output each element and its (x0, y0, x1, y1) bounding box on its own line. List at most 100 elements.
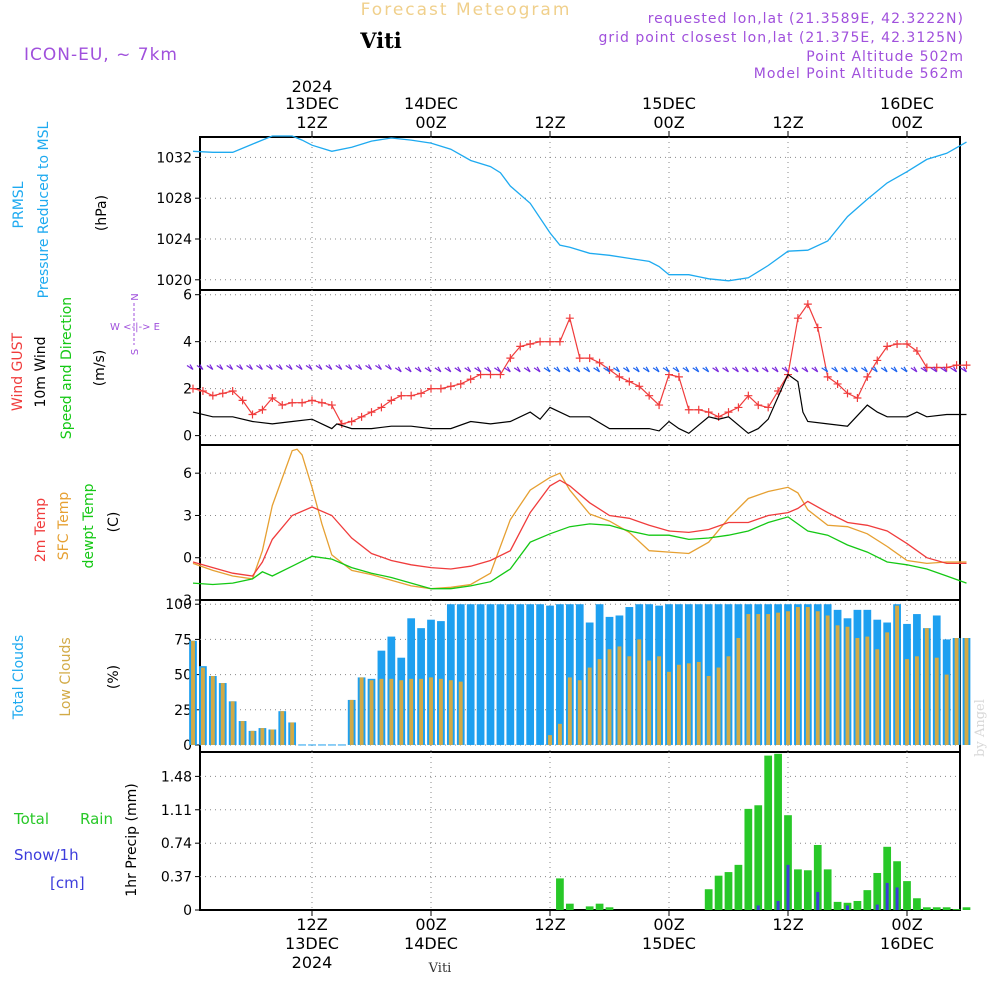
low-cloud-bar (429, 677, 433, 745)
total-cloud-bar (486, 604, 495, 745)
gust-marker (863, 372, 872, 381)
temp-label-dewpt: dewpt Temp (81, 483, 97, 568)
gust-marker (575, 354, 584, 363)
low-cloud-bar (835, 625, 840, 745)
gust-marker (833, 379, 842, 388)
rain-bar (893, 861, 901, 910)
wind-direction-arrow (712, 366, 720, 373)
rain-bar (585, 906, 594, 910)
wind-direction-arrow (900, 366, 908, 373)
low-cloud-bar (597, 659, 602, 745)
y-tick-label: 1032 (156, 150, 192, 166)
gust-marker (516, 342, 525, 351)
gust-marker (446, 382, 455, 391)
rain-bar (853, 900, 862, 910)
wind-direction-arrow (880, 366, 888, 373)
low-cloud-bar (448, 680, 453, 745)
low-cloud-bar (627, 656, 632, 745)
wind-direction-arrow (791, 366, 799, 373)
wind-label-gust: Wind GUST (10, 332, 26, 411)
gust-marker (903, 340, 911, 349)
low-cloud-bar (746, 614, 751, 745)
top-tick-label: 2024 (292, 77, 333, 96)
low-cloud-bar (191, 640, 195, 745)
wind-direction-arrow (345, 364, 353, 370)
y-tick-label: 0 (183, 429, 192, 445)
low-cloud-bar (379, 678, 384, 745)
panel-frame (199, 136, 961, 291)
gust-marker (248, 410, 257, 419)
low-cloud-bar (557, 723, 562, 745)
model-altitude: Model Point Altitude 562m (754, 66, 964, 82)
panel-frame (199, 751, 961, 911)
gust-marker (506, 354, 515, 363)
wind-direction-arrow (266, 364, 273, 370)
y-tick-label: 0 (183, 738, 192, 754)
rain-bar (605, 907, 614, 910)
gust-marker (734, 403, 743, 412)
wind-direction-arrow (831, 366, 839, 373)
gust-marker (397, 391, 406, 400)
gust-marker (962, 361, 971, 370)
gust-marker (417, 389, 426, 398)
low-cloud-bar (845, 626, 850, 745)
bottom-tick-label: 12Z (534, 915, 565, 934)
wind-direction-arrow (662, 366, 670, 373)
total-cloud-bar (526, 604, 535, 745)
dewpt-line (192, 516, 967, 590)
top-tick-label: 16DEC (880, 94, 934, 113)
y-tick-label: 6 (183, 466, 192, 482)
wind-direction-arrow (226, 364, 234, 370)
wind-direction-arrow (692, 366, 700, 373)
gust-marker (337, 419, 346, 428)
wind-direction-arrow (553, 366, 561, 373)
wind-direction-arrow (394, 366, 402, 373)
bottom-tick-label: 12Z (296, 915, 327, 934)
y-tick-label: 3 (183, 508, 192, 524)
wind-direction-arrow (781, 366, 789, 373)
gust-marker (744, 391, 753, 400)
rain-bar (962, 907, 971, 910)
gust-marker (218, 389, 227, 398)
total-cloud-bar (575, 604, 584, 745)
low-cloud-bar (934, 657, 939, 745)
wind-direction-arrow (751, 366, 759, 373)
compass-we: W <-|-> E (110, 322, 160, 333)
low-cloud-bar (686, 663, 691, 745)
y-tick-label: 50 (174, 668, 192, 684)
wind-direction-arrow (196, 364, 204, 370)
bottom-tick-label: 2024 (292, 953, 333, 972)
low-cloud-bar (290, 722, 295, 745)
rain-bar (922, 907, 931, 910)
low-cloud-bar (250, 730, 255, 745)
rain-bar (724, 872, 733, 910)
gust-marker (278, 401, 287, 410)
low-cloud-bar (805, 607, 810, 745)
y-tick-label: 1.11 (161, 803, 192, 819)
wind-direction-arrow (335, 364, 343, 370)
wind-direction-arrow (890, 366, 898, 373)
low-cloud-bar (220, 683, 225, 745)
total-cloud-bar (496, 604, 505, 745)
plot-layer: 1020 1024 1028 1032 0 2 4 6 -3 0 3 6 0 25 50 75 100 0 0.37… (156, 131, 971, 919)
gust-marker (496, 370, 505, 379)
wind-direction-arrow (613, 366, 620, 373)
rain-bar (803, 870, 812, 910)
wind-direction-arrow (811, 366, 819, 373)
wind-direction-arrow (543, 366, 551, 373)
top-tick-label: 13DEC (285, 94, 339, 113)
y-tick-label: 0 (183, 551, 192, 567)
rain-bar (863, 890, 872, 910)
low-cloud-bar (716, 667, 721, 745)
snow-bar (756, 905, 760, 910)
low-cloud-bar (438, 678, 443, 745)
bottom-time-axis: 12Z 13DEC 2024 00Z 14DEC 12Z 00Z 15DEC 1… (285, 915, 934, 972)
wind-direction-arrow (474, 366, 482, 373)
rain-bar (714, 875, 723, 910)
wind-direction-arrow (672, 366, 680, 373)
snow-bar (885, 882, 889, 910)
total-cloud-bar (536, 604, 544, 745)
total-cloud-bar (466, 604, 475, 745)
wind-direction-arrow (375, 364, 382, 370)
top-tick-label: 12Z (534, 113, 565, 132)
